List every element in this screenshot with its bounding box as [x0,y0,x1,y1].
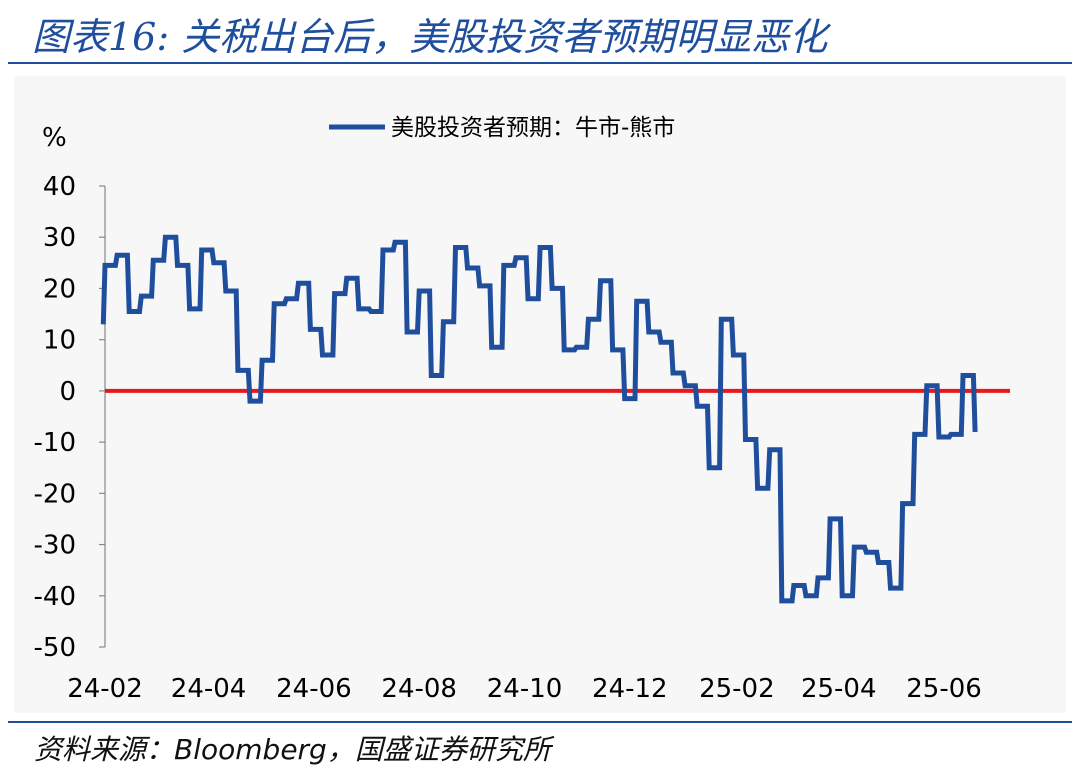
x-tick-label: 24-02 [67,674,143,704]
y-tick-label: -20 [34,479,76,509]
series-line [100,234,978,604]
x-tick-label: 24-10 [487,674,563,704]
y-tick-label: 0 [59,377,76,407]
y-tick-label: -10 [34,428,76,458]
x-tick-label: 25-04 [801,674,877,704]
x-tick-label: 25-02 [699,674,775,704]
chart-legend: 美股投资者预期：牛市-熊市 [329,115,675,141]
x-tick-label: 25-06 [906,674,982,704]
x-tick-label: 24-08 [381,674,457,704]
y-tick-label: -40 [34,582,76,612]
chart-axes: 40 30 20 10 0 -10 -20 -30 -40 -50 24-02 24-04 24-06 2… [34,172,982,704]
chart-panel [14,76,1066,713]
source-label: 资料来源： [34,733,175,766]
y-axis-unit: % [42,123,67,153]
y-tick-label: 30 [43,223,76,253]
source-brand: Bloomberg [174,733,327,766]
source-divider [8,721,1072,723]
source-rest: ，国盛证券研究所 [326,733,551,766]
y-tick-label: 40 [43,172,76,202]
x-tick-label: 24-06 [276,674,352,704]
plot-area [100,234,978,604]
figure-title: 图表16: 关税出台后，美股投资者预期明显恶化 [32,15,828,59]
y-tick-label: -50 [34,633,76,663]
source-note: 资料来源：Bloomberg，国盛证券研究所 [34,728,551,768]
title-divider [8,62,1072,64]
legend-label: 美股投资者预期：牛市-熊市 [391,115,675,141]
y-tick-label: -30 [34,531,76,561]
x-tick-label: 24-04 [171,674,247,704]
y-tick-label: 10 [43,326,76,356]
y-tick-label: 20 [43,274,76,304]
x-tick-label: 24-12 [592,674,668,704]
